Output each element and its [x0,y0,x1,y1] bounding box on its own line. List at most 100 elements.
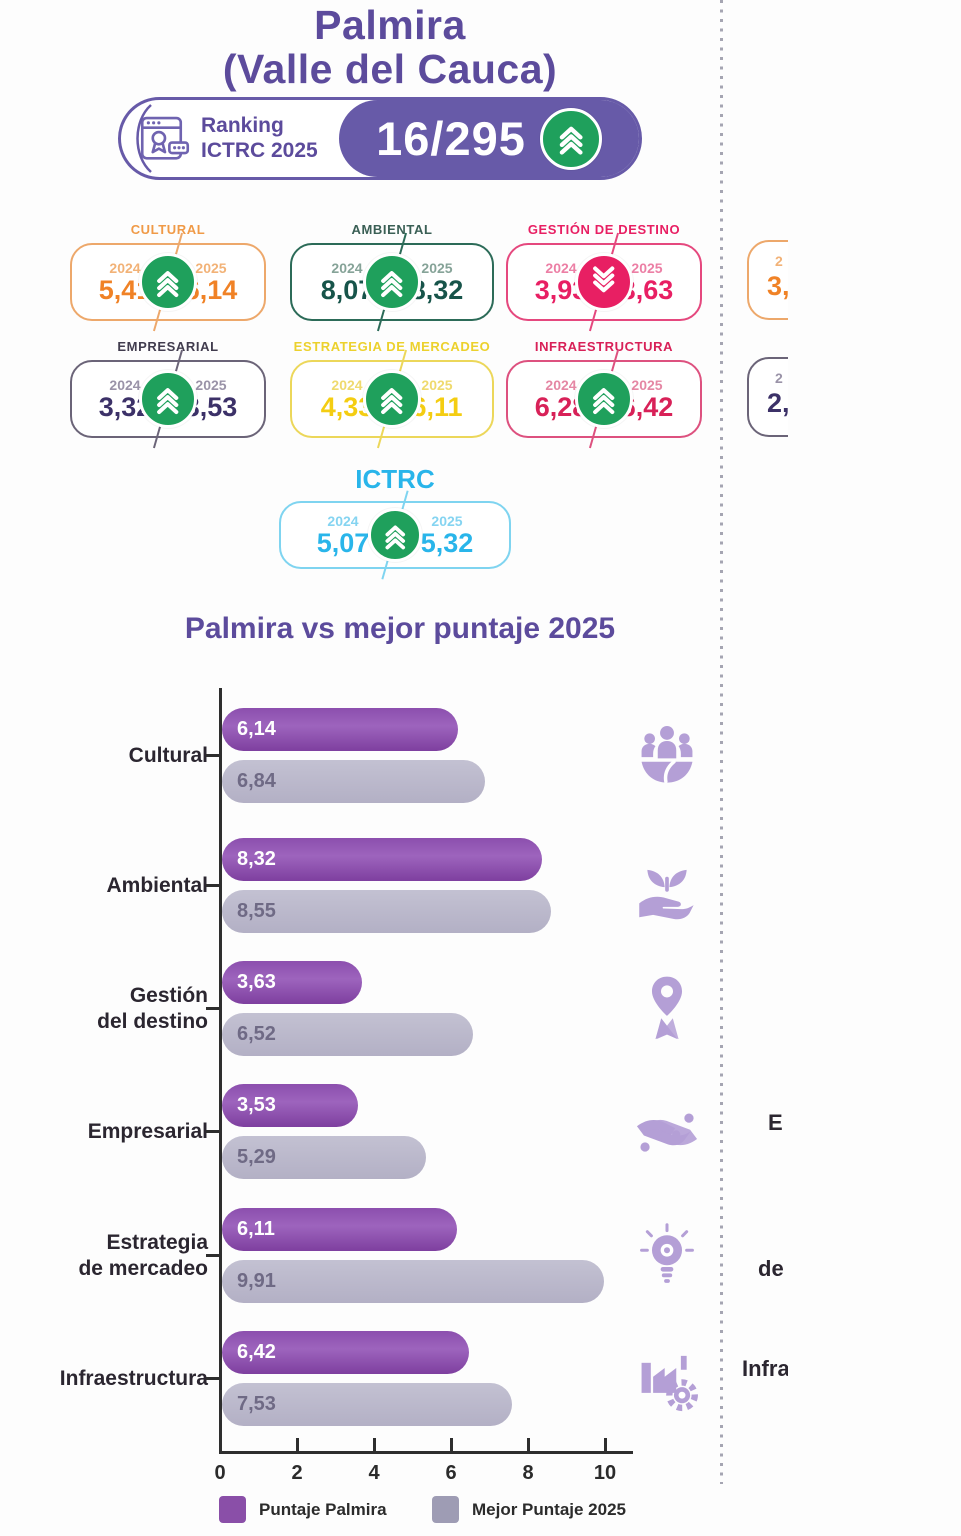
trend-up-icon [539,107,602,170]
card-year-2025: 2025 [195,259,227,276]
ranking-badge: Ranking ICTRC 2025 16/295 [118,97,642,180]
card-year-2024: 2024 [331,376,363,393]
bar-mejor-puntaje: 9,91 [222,1260,604,1303]
trend-up-icon [363,253,421,311]
bar-value-label: 6,14 [237,718,276,740]
y-tick [206,1007,219,1010]
card-cultural: CULTURAL 2024 5,41 2025 6,14 [70,222,266,332]
y-tick [206,754,219,757]
page-title-line2: (Valle del Cauca) [222,45,558,92]
bar-value-label: 6,42 [237,1341,276,1363]
page-title: Palmira (Valle del Cauca) [0,2,780,92]
bar-mejor-puntaje: 6,84 [222,760,486,803]
chart-row-ambiental: Ambiental 8,32 8,55 [0,838,961,934]
industry-gear-icon [620,1331,714,1427]
category-label: Cultural [128,743,208,767]
trend-up-icon [139,253,197,311]
chart-row-infraestructura: Infraestructura 6,42 7,53 [0,1331,961,1427]
card-estrategia-mercadeo: ESTRATEGIA DE MERCADEO 2024 4,33 2025 6,… [290,339,494,449]
bar-value-label: 8,32 [237,848,276,870]
x-tick-label: 6 [445,1462,457,1484]
card-year-2025: 2025 [421,259,453,276]
bar-palmira: 6,14 [222,708,459,751]
bar-chart: 0 2 4 6 8 10 Cultural 6,14 6,84 Ambienta… [0,688,961,1518]
trend-down-icon [575,253,633,311]
bar-value-label: 9,91 [237,1270,276,1292]
card-ambiental-title: AMBIENTAL [351,222,433,237]
card-gestion-title: GESTIÓN DE DESTINO [527,222,681,237]
chart-row-estrategia-mercadeo: Estrategia de mercadeo 6,11 9,91 [0,1208,961,1304]
card-cultural-title: CULTURAL [130,222,206,237]
bar-mejor-puntaje: 6,52 [222,1013,474,1056]
trend-up-icon [363,370,421,428]
x-axis-line [219,1451,633,1454]
legend-label: Puntaje Palmira [259,1499,387,1519]
bar-value-label: 8,55 [237,900,276,922]
clipped-label-fragment: de [758,1256,784,1281]
fragment-value: 2, [767,388,788,418]
category-label: Empresarial [87,1119,208,1143]
chart-title: Palmira vs mejor puntaje 2025 [184,612,616,645]
card-infraestructura: INFRAESTRUCTURA 2024 6,28 2025 6,42 [506,339,702,449]
y-tick [206,1377,219,1380]
legend-item-palmira: Puntaje Palmira [219,1496,387,1523]
category-label: Infraestructura [59,1366,208,1390]
decorative-arc [136,104,152,173]
bar-value-label: 7,53 [237,1393,276,1415]
bar-value-label: 3,53 [237,1094,276,1116]
bar-value-label: 3,63 [237,971,276,993]
bar-mejor-puntaje: 7,53 [222,1383,512,1426]
chart-row-empresarial: Empresarial 3,53 5,29 [0,1084,961,1180]
bar-value-label: 6,84 [237,770,276,792]
bar-value-label: 5,29 [237,1146,276,1168]
page-title-line1: Palmira [314,2,466,48]
y-tick [206,1130,219,1133]
bar-palmira: 3,63 [222,961,362,1004]
card-infraestructura-title: INFRAESTRUCTURA [534,339,674,354]
card-estrategia-box: 2024 4,33 2025 6,11 [290,349,494,449]
bar-palmira: 8,32 [222,838,543,881]
legend-swatch-mejor [432,1496,459,1523]
card-cultural-box: 2024 5,41 2025 6,14 [70,232,266,332]
trend-up-icon [368,508,422,562]
chart-row-gestion-destino: Gestión del destino 3,63 6,52 [0,961,961,1057]
card-year-2025: 2025 [631,259,663,276]
x-tick-label: 2 [291,1462,303,1484]
card-gestion-box: 2024 3,93 2025 3,63 [506,232,702,332]
card-year-2024: 2024 [331,259,363,276]
category-label: Gestión del destino [97,983,208,1033]
x-tick [450,1438,453,1452]
bar-palmira: 6,42 [222,1331,470,1374]
card-year-2024: 2024 [545,259,577,276]
trend-up-icon [139,370,197,428]
hands-money-icon [620,1084,714,1180]
legend-swatch-palmira [219,1496,246,1523]
legend-label: Mejor Puntaje 2025 [472,1499,627,1519]
card-ictrc: 2024 5,07 2025 5,32 [279,490,511,580]
card-estrategia-title: ESTRATEGIA DE MERCADEO [293,339,491,354]
bar-value-label: 6,11 [237,1218,275,1240]
clipped-card-fragment-purple: 2 2, [747,357,788,445]
category-label: Estrategia de mercadeo [78,1230,208,1280]
fragment-year: 2 [775,253,783,269]
fragment-year: 2 [775,370,783,386]
y-tick [206,884,219,887]
card-year-2025: 2025 [631,376,663,393]
y-axis-line [219,688,222,1454]
x-tick [527,1438,530,1452]
trend-up-icon [575,370,633,428]
card-year-2024: 2024 [545,376,577,393]
bar-mejor-puntaje: 8,55 [222,890,552,933]
y-tick [206,1254,219,1257]
bar-mejor-puntaje: 5,29 [222,1136,426,1179]
legend-item-mejor-puntaje: Mejor Puntaje 2025 [432,1496,626,1523]
x-tick [373,1438,376,1452]
chart-row-cultural: Cultural 6,14 6,84 [0,708,961,804]
ranking-label-line2: ICTRC 2025 [201,138,318,162]
x-tick [604,1438,607,1452]
x-tick-label: 0 [214,1462,226,1484]
card-empresarial-box: 2024 3,32 2025 3,53 [70,349,266,449]
x-tick-label: 4 [368,1462,380,1484]
card-year-2025: 2025 [195,376,227,393]
bar-value-label: 6,52 [237,1023,276,1045]
